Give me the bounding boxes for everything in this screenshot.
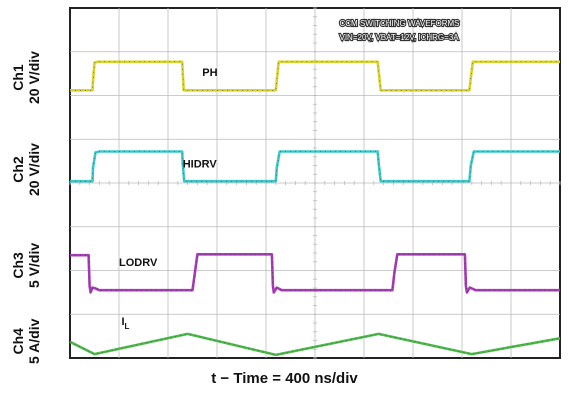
chart-title: CCM SWITCHING WAVEFORMS	[340, 19, 460, 28]
trace-ch2	[70, 150, 560, 183]
ch4-scale: 5 A/div	[26, 318, 42, 364]
ch2-scale: 20 V/div	[26, 143, 42, 196]
trace-noise-ch1	[70, 61, 560, 91]
ch2-name: Ch2	[10, 156, 26, 183]
ch3-scale: 5 V/div	[26, 242, 42, 288]
trace-noise-ch3	[70, 254, 560, 294]
trace-label-ch1: PH	[202, 67, 217, 79]
traces	[69, 60, 561, 357]
ch1-scale: 20 V/div	[26, 51, 42, 104]
trace-label-ch4: IL	[121, 316, 129, 331]
ch4-name: Ch4	[10, 328, 26, 355]
ch3-scale-label: Ch3 5 V/div	[10, 243, 42, 288]
ch4-scale-label: Ch4 5 A/div	[10, 319, 42, 364]
trace-label-ch2: HIDRV	[183, 159, 218, 171]
chart-subtitle: VIN=20V, VBAT=12V, ICHRG=3A	[340, 33, 460, 42]
ch1-scale-label: Ch1 20 V/div	[10, 51, 42, 104]
trace-ch4	[69, 332, 561, 357]
grid	[69, 7, 561, 359]
ch3-name: Ch3	[10, 252, 26, 279]
trace-labels: PH HIDRV LODRV IL	[119, 67, 218, 331]
x-axis-label: t − Time = 400 ns/div	[211, 370, 358, 387]
ch2-scale-label: Ch2 20 V/div	[10, 143, 42, 196]
ch1-name: Ch1	[10, 64, 26, 91]
trace-label-ch3: LODRV	[119, 257, 158, 269]
